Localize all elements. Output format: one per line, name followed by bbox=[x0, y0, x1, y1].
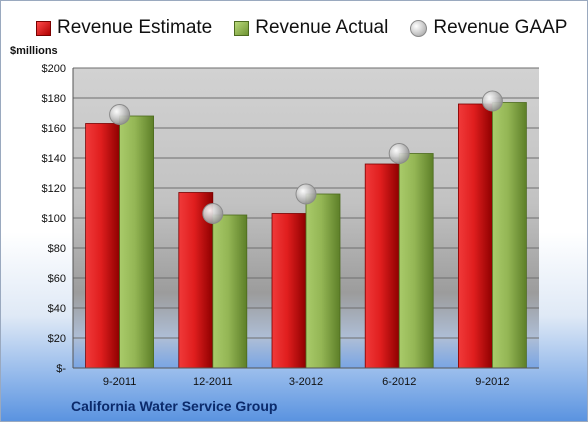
x-axis-ticks: 9-2011 12-2011 3-2012 6-2012 9-2012 bbox=[103, 376, 510, 388]
x-tick-label: 9-2011 bbox=[103, 376, 136, 388]
legend-swatch-gaap bbox=[410, 19, 428, 37]
y-tick-label: $- bbox=[56, 363, 66, 375]
legend-swatch-estimate bbox=[36, 20, 51, 36]
y-tick-label: $200 bbox=[42, 63, 66, 75]
y-tick-label: $100 bbox=[42, 213, 66, 225]
bar-revenue-actual bbox=[305, 193, 341, 369]
y-axis-ticks: $- $20 $40 $60 $80 $100 $120 $140 $160 $180 $200 bbox=[42, 63, 67, 375]
y-tick-label: $80 bbox=[48, 243, 66, 255]
bar-revenue-estimate bbox=[364, 163, 400, 369]
y-tick-label: $20 bbox=[48, 333, 66, 345]
legend-item-gaap: Revenue GAAP bbox=[410, 17, 567, 39]
legend-label-gaap: Revenue GAAP bbox=[433, 17, 568, 38]
legend-swatch-actual bbox=[234, 20, 250, 36]
legend-item-actual: Revenue Actual bbox=[234, 17, 388, 39]
legend-label-estimate: Revenue Estimate bbox=[57, 17, 213, 38]
legend-label-actual: Revenue Actual bbox=[255, 17, 389, 38]
bar-revenue-estimate bbox=[457, 103, 493, 369]
marker-revenue-gaap bbox=[295, 183, 317, 205]
y-tick-label: $140 bbox=[42, 153, 66, 165]
bar-revenue-actual bbox=[491, 102, 527, 369]
y-tick-label: $120 bbox=[42, 183, 66, 195]
bars bbox=[85, 90, 527, 369]
marker-revenue-gaap bbox=[202, 203, 224, 224]
x-tick-label: 9-2012 bbox=[475, 376, 509, 388]
x-tick-label: 12-2011 bbox=[193, 376, 233, 388]
y-tick-label: $160 bbox=[42, 123, 66, 135]
x-tick-label: 6-2012 bbox=[382, 376, 416, 388]
bar-revenue-estimate bbox=[271, 213, 307, 369]
legend-item-estimate: Revenue Estimate bbox=[36, 17, 212, 39]
y-tick-label: $180 bbox=[42, 93, 66, 105]
y-axis-unit-label: $millions bbox=[10, 45, 58, 57]
bar-revenue-estimate bbox=[85, 123, 120, 369]
marker-revenue-gaap bbox=[481, 90, 503, 112]
bar-revenue-actual bbox=[398, 153, 434, 369]
marker-revenue-gaap bbox=[109, 104, 131, 125]
marker-revenue-gaap bbox=[388, 143, 410, 164]
legend: Revenue Estimate Revenue Actual Revenue … bbox=[36, 16, 578, 40]
bar-revenue-actual bbox=[212, 214, 248, 369]
x-tick-label: 3-2012 bbox=[289, 376, 323, 388]
y-tick-label: $40 bbox=[48, 303, 66, 315]
company-name: California Water Service Group bbox=[71, 398, 278, 414]
y-tick-label: $60 bbox=[48, 273, 66, 285]
bar-revenue-actual bbox=[119, 115, 154, 369]
